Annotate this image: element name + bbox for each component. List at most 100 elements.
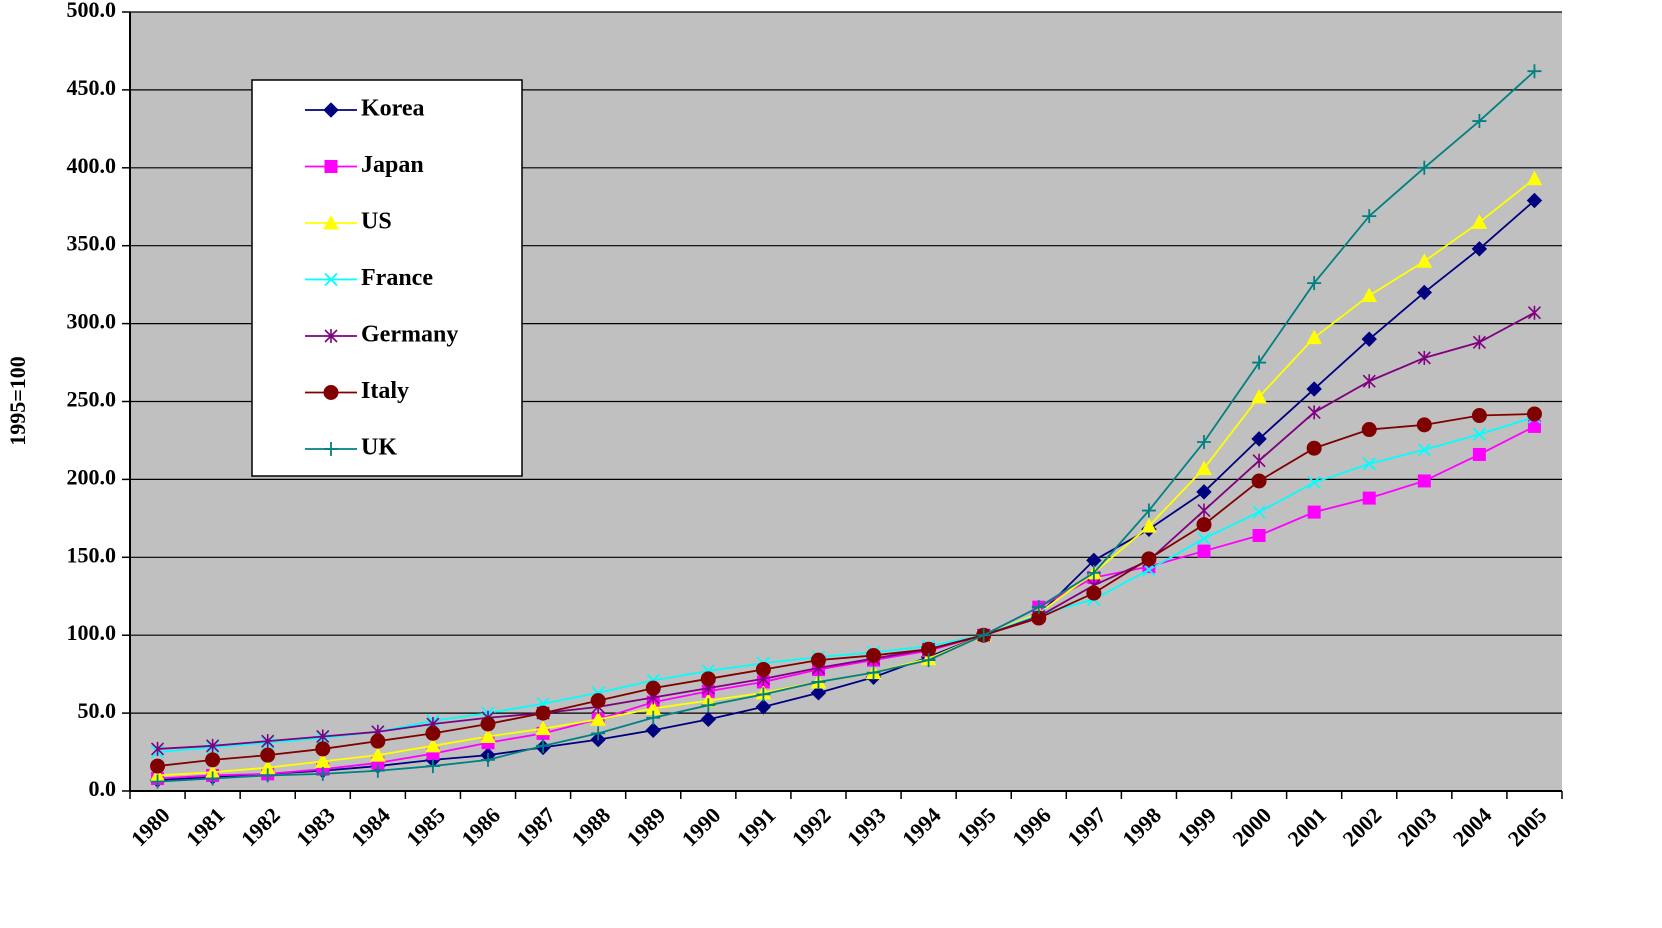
data-point [1417,160,1432,175]
x-tick-label: 1981 [181,802,230,851]
data-point [1197,544,1211,558]
data-point [316,729,330,744]
data-point [1362,374,1376,389]
data-point [535,720,551,736]
data-point [811,674,826,689]
data-point [1472,335,1486,350]
y-tick-label: 400.0 [67,153,117,178]
x-tick-label: 1997 [1062,802,1111,851]
data-point [261,734,275,749]
data-point [810,652,826,668]
data-point [1196,460,1212,475]
data-point [1417,443,1431,457]
data-point [1252,453,1266,468]
legend-item-japan: Japan [305,152,424,178]
legend-marker [323,102,339,118]
data-point [425,725,441,741]
data-point [1416,253,1433,268]
x-tick-label: 1983 [291,802,340,851]
legend-box [251,79,523,477]
legend-label: UK [361,435,397,461]
legend-item-france: France [305,265,433,291]
x-tick-label: 1980 [126,802,175,851]
x-tick-label: 1993 [842,802,891,851]
data-point [1416,417,1432,433]
data-point [1251,473,1267,489]
data-point [1362,209,1377,224]
data-point [755,661,771,677]
legend-label: Italy [361,378,409,404]
data-point [315,741,331,757]
data-point [1086,585,1102,601]
data-point [1142,563,1156,577]
x-tick-label: 1986 [456,802,505,851]
data-point [481,752,495,767]
y-axis-tick-labels: 0.0 50.0 100.0 150.0 200.0 250.0 300.0 350.0 400… [67,0,117,801]
x-tick-label: 2003 [1393,802,1442,851]
data-point [1361,287,1378,303]
data-point [480,716,496,732]
data-point [1361,422,1377,438]
x-tick-label: 1988 [566,802,615,851]
data-point [1526,170,1543,186]
data-point [1471,241,1488,257]
y-tick-label: 350.0 [67,231,117,256]
data-point [1307,505,1321,519]
x-tick-label: 1998 [1117,802,1166,851]
data-point [866,665,881,680]
data-point [370,747,386,762]
data-point [755,699,772,715]
x-tick-label: 2004 [1448,802,1497,851]
data-point [370,733,386,749]
data-point [1472,447,1486,461]
data-point [536,738,551,753]
data-point [1472,427,1487,441]
legend-marker [323,214,339,230]
data-point [1471,408,1487,424]
data-point [1086,565,1101,580]
data-point [1251,431,1267,447]
data-point [590,693,606,709]
data-point [1472,114,1487,129]
x-tick-label: 1989 [622,802,671,851]
legend-item-italy: Italy [305,378,409,404]
data-point [425,759,440,774]
y-tick-label: 500.0 [67,0,117,22]
data-point [646,710,661,725]
data-point [590,711,606,726]
legend-item-germany: Germany [305,322,458,348]
x-tick-label: 1999 [1172,802,1221,851]
data-point [1197,531,1211,546]
x-tick-label: 1984 [346,802,395,851]
data-point [150,774,165,789]
data-point [1197,503,1211,518]
data-point [1417,474,1431,488]
legend-label: Korea [361,96,425,122]
legend-label: France [361,265,433,291]
data-point [260,768,275,783]
x-tick-label: 1992 [787,802,836,851]
legend-marker [324,160,338,173]
data-point [1196,484,1212,500]
x-tick-label: 1990 [677,802,726,851]
data-point [700,711,717,728]
data-point [866,647,882,663]
data-point [1417,350,1431,365]
data-point [1307,475,1321,490]
data-point [206,738,220,753]
data-point [1526,192,1543,209]
data-point [1252,528,1266,542]
data-point [591,726,606,741]
legend-label: Japan [361,152,424,178]
data-point [1252,505,1266,519]
legend-marker [323,385,339,400]
data-point [1527,64,1542,79]
y-tick-label: 250.0 [67,387,117,412]
series-line-japan [157,425,1535,780]
data-point [205,771,220,786]
data-point [1306,381,1322,397]
series-italy [150,406,1542,774]
y-tick-label: 200.0 [67,464,117,489]
data-point [1196,517,1212,533]
